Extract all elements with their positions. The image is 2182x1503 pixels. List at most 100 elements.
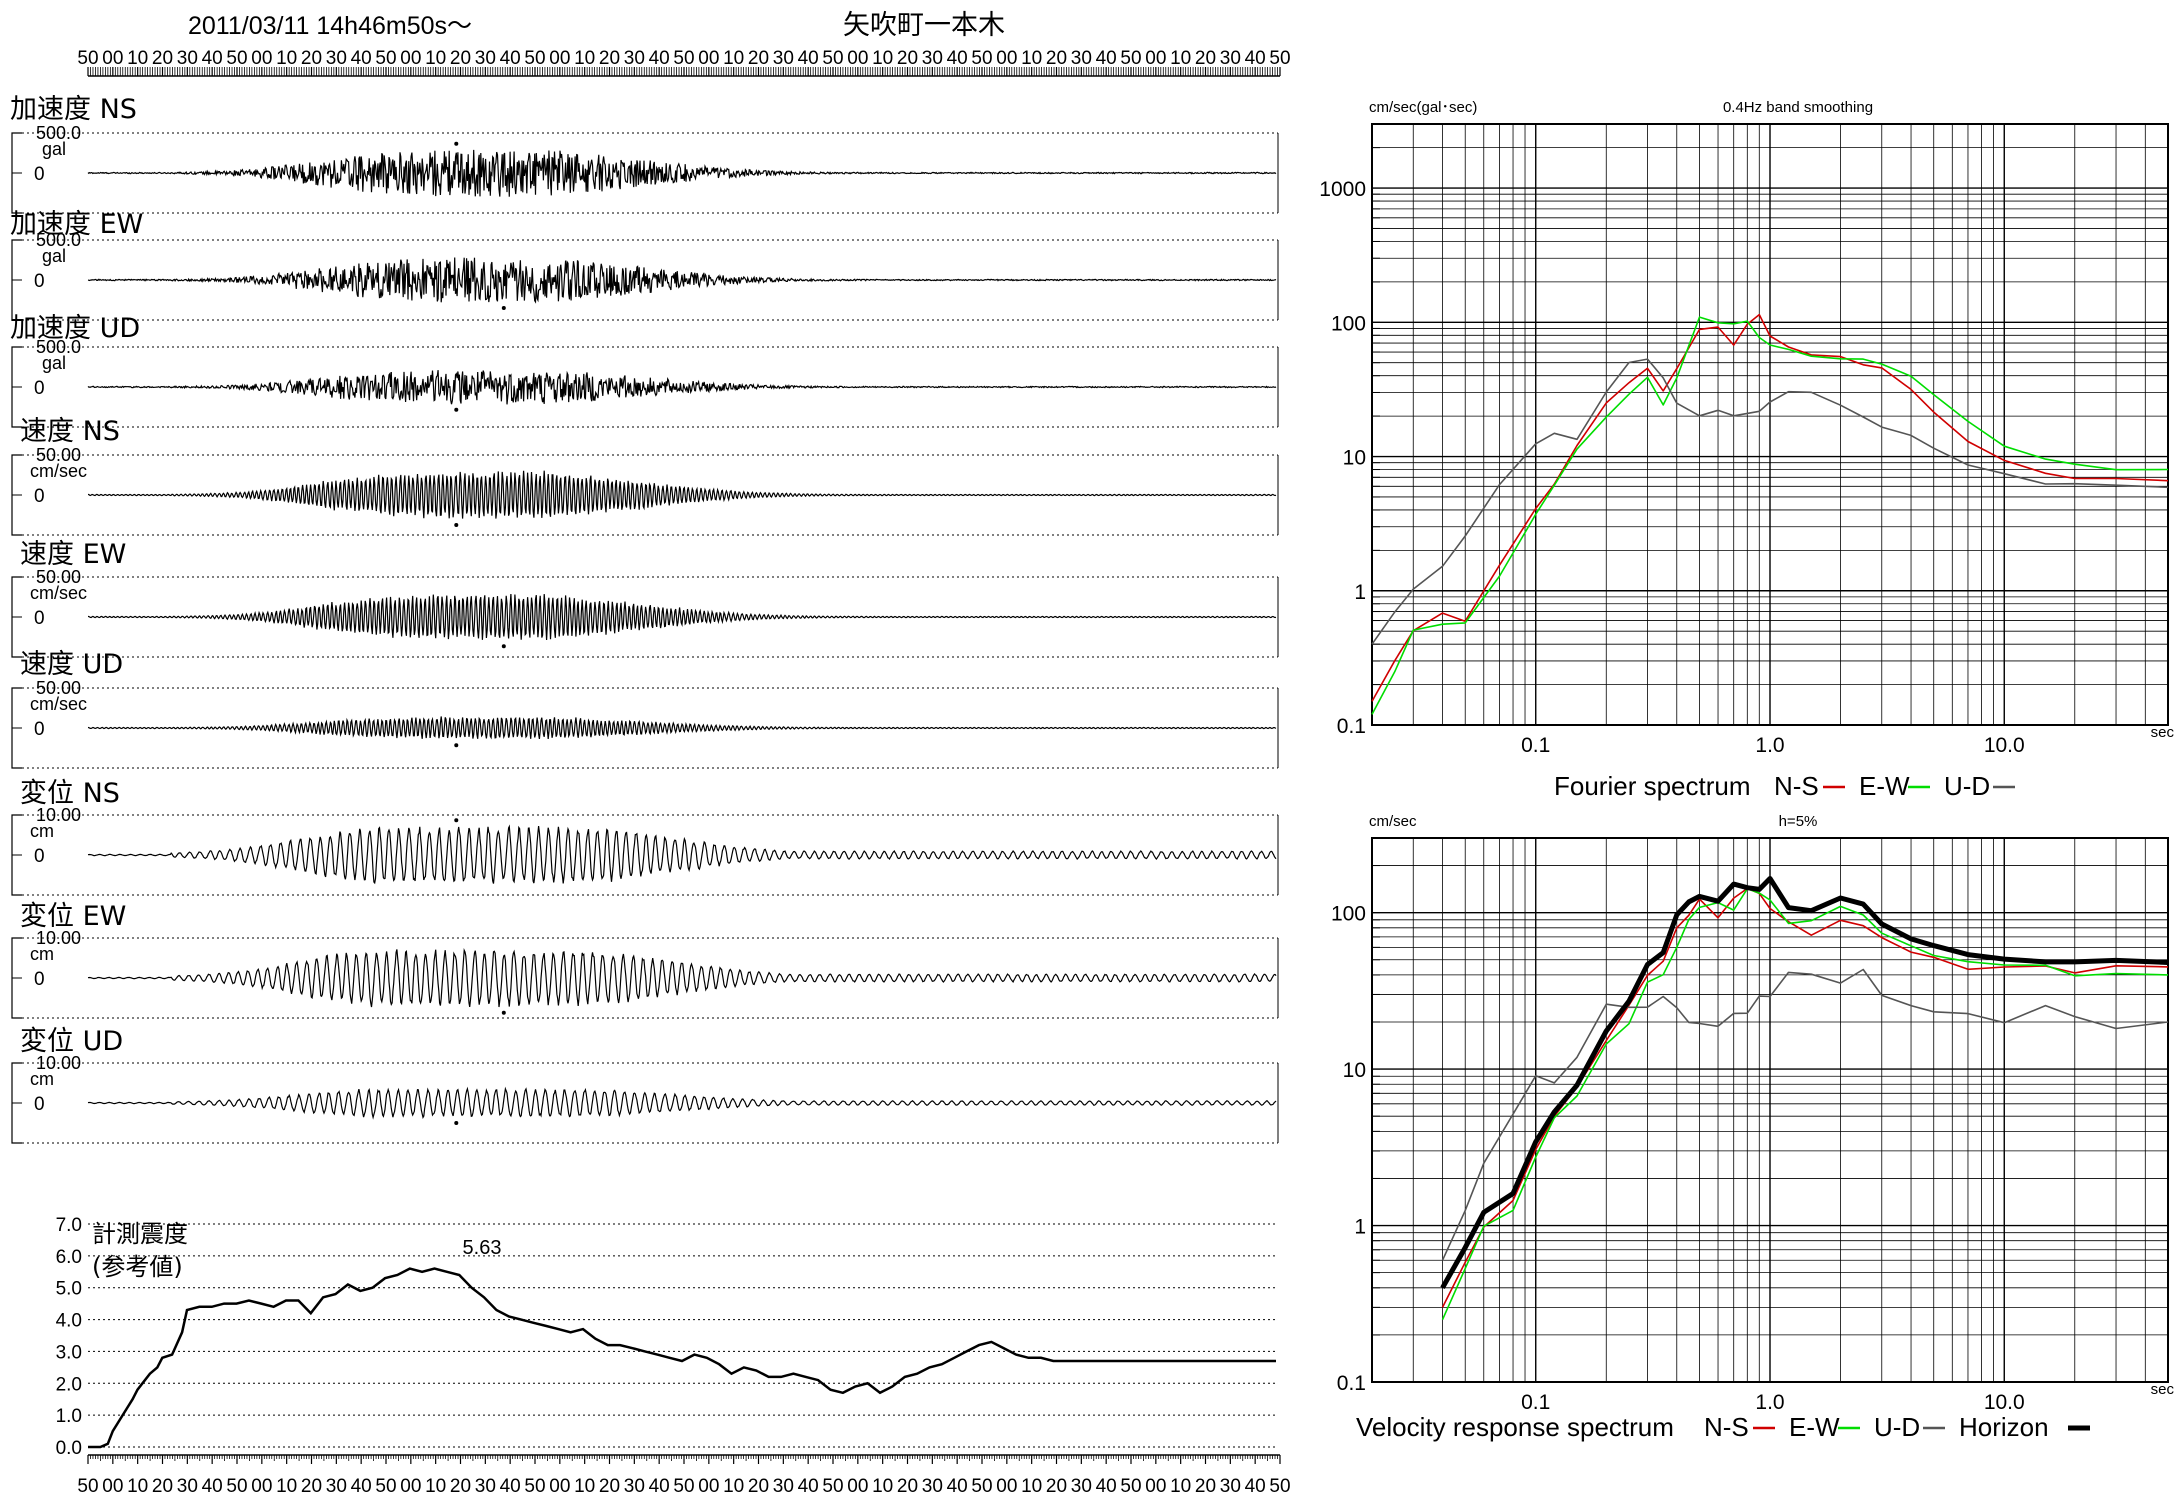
- chart-subtitle: 0.4Hz band smoothing: [1723, 99, 1873, 116]
- time-tick-label: 50: [971, 48, 992, 69]
- waveform-trace: [87, 1086, 1277, 1120]
- time-tick-label: 00: [102, 48, 123, 69]
- series-line-e-w: [1371, 316, 2169, 715]
- time-tick-label: 40: [649, 1476, 670, 1497]
- zero-label: 0: [34, 969, 45, 990]
- scale-value: 10.00: [36, 1053, 81, 1073]
- unit-label: cm: [30, 1069, 54, 1089]
- waveform-trace: [87, 370, 1277, 405]
- time-tick-label: 10: [1021, 1476, 1042, 1497]
- intensity-ytick: 6.0: [56, 1247, 82, 1268]
- y-tick-label: 10: [1343, 447, 1366, 470]
- scale-value: 10.00: [36, 805, 81, 825]
- x-tick-label: 0.1: [1521, 734, 1550, 757]
- waveform-label: 速度 NS: [20, 416, 120, 447]
- legend-label: E-W: [1859, 771, 1910, 801]
- waveform-label: 加速度 UD: [10, 313, 140, 344]
- waveform-trace: [87, 947, 1277, 1008]
- intensity-peak-label: 5.63: [463, 1237, 502, 1259]
- x-tick-label: 10.0: [1984, 734, 2025, 757]
- time-tick-label: 20: [152, 1476, 173, 1497]
- x-tick-label: 10.0: [1984, 1391, 2025, 1414]
- legend-label: N-S: [1704, 1412, 1749, 1442]
- time-tick-label: 30: [326, 48, 347, 69]
- scale-value: 50.00: [36, 567, 81, 587]
- waveform-label: 変位 EW: [20, 901, 126, 932]
- waveform-trace: [87, 824, 1277, 885]
- x-unit-label: sec: [2151, 724, 2175, 741]
- legend: Fourier spectrum N-S E-W U-D: [1554, 771, 2015, 801]
- time-tick-label: 40: [500, 48, 521, 69]
- peak-marker: [454, 407, 459, 412]
- legend-label: U-D: [1944, 771, 1990, 801]
- time-tick-label: 10: [1170, 1476, 1191, 1497]
- scale-value: 500.0: [36, 337, 81, 357]
- intensity-ytick: 5.0: [56, 1279, 82, 1300]
- time-tick-label: 30: [922, 1476, 943, 1497]
- series-line-u-d: [1371, 358, 2169, 645]
- zero-label: 0: [34, 719, 45, 740]
- time-tick-label: 20: [450, 48, 471, 69]
- time-tick-label: 30: [1071, 48, 1092, 69]
- unit-label: cm/sec: [30, 461, 87, 481]
- chart-title: Fourier spectrum: [1554, 771, 1751, 801]
- chart-title: Velocity response spectrum: [1356, 1412, 1674, 1442]
- waveform-label: 速度 EW: [20, 539, 126, 570]
- time-tick-label: 00: [996, 1476, 1017, 1497]
- waveform-trace: [87, 257, 1277, 304]
- time-tick-label: 10: [723, 48, 744, 69]
- time-tick-label: 50: [1120, 1476, 1141, 1497]
- intensity-title: 計測震度: [92, 1220, 188, 1248]
- x-tick-label: 0.1: [1521, 1391, 1550, 1414]
- time-tick-label: 50: [1269, 48, 1290, 69]
- scale-value: 50.00: [36, 678, 81, 698]
- y-tick-label: 1: [1354, 581, 1366, 604]
- legend-label: U-D: [1874, 1412, 1920, 1442]
- time-tick-label: 30: [475, 1476, 496, 1497]
- waveform-label: 加速度 EW: [10, 209, 143, 240]
- time-tick-label: 20: [748, 1476, 769, 1497]
- series-line-n-s: [1371, 313, 2169, 702]
- zero-label: 0: [34, 271, 45, 292]
- waveform-trace: [88, 593, 1277, 641]
- zero-label: 0: [34, 378, 45, 399]
- time-tick-label: 40: [1096, 48, 1117, 69]
- unit-label: cm/sec: [30, 694, 87, 714]
- top-time-axis: 50 00 10 20 30 40 50 00 10 20 30 40 50 00 10 20 30 40 50 00…: [77, 48, 1291, 77]
- time-tick-label: 10: [425, 48, 446, 69]
- y-axis-label: cm/sec(gal･sec): [1369, 99, 1477, 116]
- time-tick-label: 00: [1145, 48, 1166, 69]
- unit-label: gal: [42, 353, 66, 373]
- time-tick-label: 20: [450, 1476, 471, 1497]
- time-tick-label: 00: [549, 48, 570, 69]
- time-tick-label: 10: [1021, 48, 1042, 69]
- peak-marker: [454, 141, 459, 146]
- time-tick-label: 00: [996, 48, 1017, 69]
- time-tick-label: 00: [698, 1476, 719, 1497]
- time-tick-label: 20: [748, 48, 769, 69]
- intensity-ytick: 4.0: [56, 1311, 82, 1332]
- intensity-subtitle: (参考値): [92, 1253, 183, 1281]
- waveform-trace: [87, 716, 1277, 740]
- y-tick-label: 0.1: [1337, 1372, 1366, 1395]
- peak-marker: [501, 306, 506, 310]
- series-line-e-w: [1441, 888, 2169, 1321]
- waveform-label: 加速度 NS: [10, 94, 137, 125]
- record-datetime: 2011/03/11 14h46m50s〜: [188, 12, 472, 40]
- time-tick-label: 50: [524, 1476, 545, 1497]
- zero-label: 0: [34, 164, 45, 185]
- time-tick-label: 10: [723, 1476, 744, 1497]
- time-tick-label: 50: [226, 48, 247, 69]
- time-tick-label: 30: [1220, 48, 1241, 69]
- unit-label: gal: [42, 139, 66, 159]
- time-tick-label: 00: [251, 1476, 272, 1497]
- intensity-ytick: 0.0: [56, 1438, 82, 1459]
- legend-label: Horizon: [1959, 1412, 2049, 1442]
- time-tick-label: 20: [301, 48, 322, 69]
- time-tick-label: 30: [326, 1476, 347, 1497]
- time-tick-label: 30: [773, 1476, 794, 1497]
